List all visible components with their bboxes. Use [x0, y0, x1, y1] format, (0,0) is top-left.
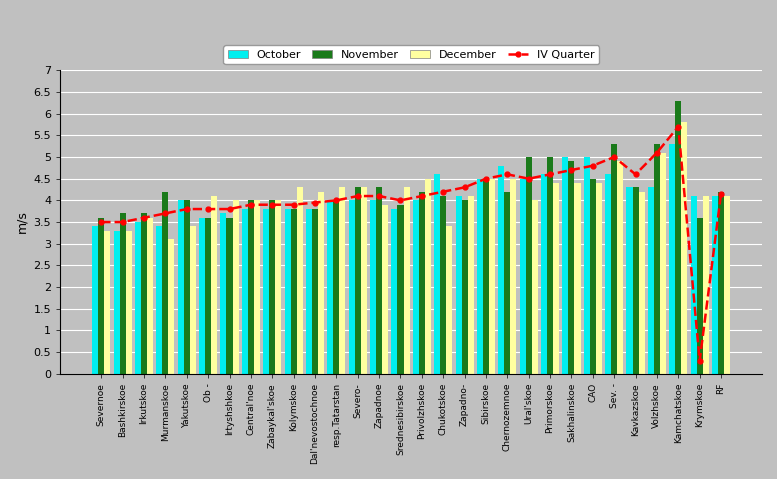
Legend: October, November, December, IV Quarter: October, November, December, IV Quarter [223, 46, 599, 64]
Bar [205, 218, 211, 374]
Bar [403, 187, 409, 374]
Bar [242, 209, 248, 374]
Bar [489, 179, 495, 374]
Bar [318, 192, 324, 374]
Bar [434, 174, 441, 374]
Bar [355, 187, 361, 374]
Bar [520, 179, 526, 374]
Bar [147, 218, 153, 374]
Bar [232, 200, 239, 374]
Bar [483, 179, 489, 374]
Bar [340, 187, 346, 374]
Bar [605, 174, 611, 374]
Bar [526, 157, 531, 374]
Bar [563, 157, 569, 374]
Bar [462, 200, 468, 374]
Bar [120, 213, 126, 374]
Bar [113, 231, 120, 374]
Bar [596, 183, 602, 374]
Y-axis label: m/s: m/s [15, 211, 28, 233]
Bar [569, 161, 574, 374]
Bar [126, 231, 132, 374]
Bar [275, 200, 281, 374]
Bar [697, 218, 702, 374]
Bar [455, 196, 462, 374]
Bar [98, 218, 104, 374]
Bar [617, 161, 623, 374]
Bar [660, 153, 666, 374]
Bar [468, 196, 474, 374]
Bar [141, 213, 147, 374]
Bar [270, 200, 275, 374]
Bar [574, 183, 580, 374]
Bar [178, 200, 183, 374]
Bar [626, 187, 632, 374]
Bar [227, 218, 232, 374]
Bar [531, 200, 538, 374]
Bar [263, 209, 270, 374]
Bar [446, 227, 452, 374]
Bar [681, 122, 688, 374]
Bar [584, 157, 590, 374]
Bar [199, 218, 205, 374]
Bar [724, 196, 730, 374]
Bar [370, 200, 376, 374]
Bar [162, 192, 169, 374]
Bar [702, 196, 709, 374]
Bar [190, 227, 196, 374]
Bar [632, 187, 639, 374]
Bar [221, 213, 227, 374]
Bar [648, 187, 654, 374]
Bar [392, 209, 398, 374]
Bar [312, 209, 318, 374]
Bar [104, 231, 110, 374]
Bar [327, 200, 333, 374]
Bar [254, 200, 260, 374]
Bar [297, 187, 303, 374]
Bar [291, 209, 297, 374]
Bar [510, 179, 517, 374]
Bar [419, 192, 425, 374]
Bar [156, 227, 162, 374]
Bar [654, 144, 660, 374]
Bar [248, 200, 254, 374]
Bar [361, 187, 367, 374]
Bar [547, 157, 553, 374]
Bar [669, 144, 675, 374]
Bar [306, 209, 312, 374]
Bar [553, 183, 559, 374]
Bar [504, 192, 510, 374]
Bar [183, 200, 190, 374]
Bar [691, 196, 697, 374]
Bar [284, 209, 291, 374]
Bar [675, 101, 681, 374]
Bar [425, 179, 431, 374]
Bar [541, 174, 547, 374]
Bar [92, 227, 98, 374]
Bar [135, 222, 141, 374]
Bar [498, 166, 504, 374]
Bar [398, 205, 403, 374]
Bar [382, 205, 388, 374]
Bar [211, 196, 218, 374]
Bar [718, 192, 724, 374]
Bar [639, 192, 645, 374]
Bar [413, 200, 419, 374]
Bar [333, 200, 340, 374]
Bar [590, 179, 596, 374]
Bar [376, 187, 382, 374]
Bar [349, 200, 355, 374]
Bar [712, 196, 718, 374]
Bar [169, 240, 175, 374]
Bar [477, 179, 483, 374]
Bar [611, 144, 617, 374]
Bar [441, 196, 446, 374]
